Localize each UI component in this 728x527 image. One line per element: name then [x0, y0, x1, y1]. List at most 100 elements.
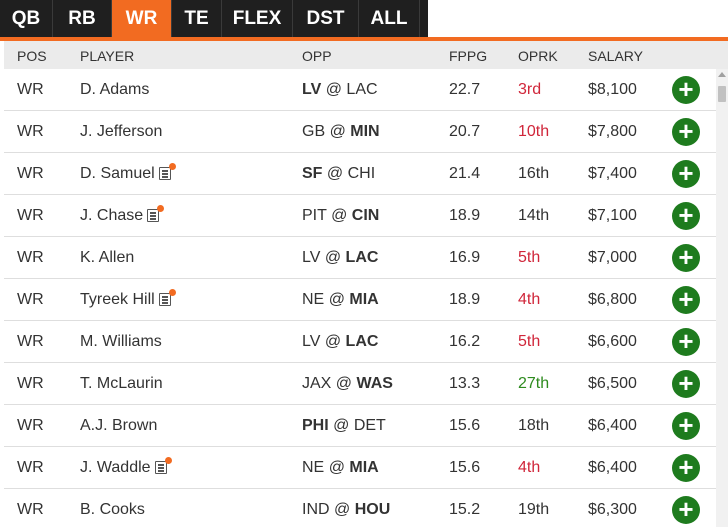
cell-pos: WR [17, 417, 44, 434]
cell-player[interactable]: J. Jefferson [80, 123, 162, 141]
cell-opp: LV @ LAC [302, 249, 378, 267]
plus-circle-icon[interactable]: + [672, 454, 700, 482]
table-header: POS PLAYER OPP FPPG OPRK SALARY [4, 41, 728, 69]
cell-oprk: 4th [518, 291, 541, 308]
scrollbar[interactable] [716, 69, 728, 527]
header-oprk[interactable]: OPRK [518, 48, 558, 64]
player-name[interactable]: A.J. Brown [80, 417, 158, 434]
player-name[interactable]: K. Allen [80, 249, 135, 266]
cell-salary: $6,800 [588, 291, 637, 308]
position-tabs: QB RB WR TE FLEX DST ALL [0, 0, 728, 37]
header-pos[interactable]: POS [17, 48, 47, 64]
table-row[interactable]: WR D. Adams LV @ LAC 22.7 3rd $8,100 + [4, 69, 728, 111]
table-row[interactable]: WR K. Allen LV @ LAC 16.9 5th $7,000 + [4, 237, 728, 279]
scroll-thumb[interactable] [718, 86, 726, 102]
player-name[interactable]: D. Samuel [80, 165, 155, 182]
tab-qb[interactable]: QB [0, 0, 53, 37]
plus-circle-icon[interactable]: + [672, 160, 700, 188]
plus-circle-icon[interactable]: + [672, 76, 700, 104]
header-salary[interactable]: SALARY [588, 48, 643, 64]
home-team: LAC [345, 249, 379, 266]
player-name[interactable]: J. Chase [80, 207, 144, 224]
tab-dst[interactable]: DST [293, 0, 359, 37]
at-symbol: @ [326, 165, 344, 182]
cell-salary: $8,100 [588, 81, 637, 98]
player-name[interactable]: Tyreek Hill [80, 291, 155, 308]
cell-oprk: 27th [518, 375, 550, 392]
plus-circle-icon[interactable]: + [672, 370, 700, 398]
scroll-up-arrow-icon[interactable] [718, 72, 726, 77]
player-name[interactable]: D. Adams [80, 81, 150, 98]
at-symbol: @ [325, 81, 342, 98]
table-row[interactable]: WR A.J. Brown PHI @ DET 15.6 18th $6,400 + [4, 405, 728, 447]
header-opp[interactable]: OPP [302, 48, 332, 64]
cell-player[interactable]: D. Adams [80, 81, 149, 99]
news-alert-dot [157, 205, 165, 212]
cell-player[interactable]: A.J. Brown [80, 417, 157, 435]
away-team: GB [302, 123, 326, 140]
cell-salary: $6,500 [588, 375, 637, 392]
plus-circle-icon[interactable]: + [672, 286, 700, 314]
header-fppg[interactable]: FPPG [449, 48, 488, 64]
table-row[interactable]: WR J. Chase PIT @ CIN 18.9 14th $7,100 + [4, 195, 728, 237]
cell-fppg: 15.6 [449, 417, 481, 434]
away-team: NE [302, 459, 325, 476]
tab-underline [0, 37, 728, 41]
cell-player[interactable]: D. Samuel [80, 163, 176, 183]
plus-circle-icon[interactable]: + [672, 328, 700, 356]
plus-circle-icon[interactable]: + [672, 118, 700, 146]
cell-pos: WR [17, 165, 44, 182]
cell-player[interactable]: B. Cooks [80, 501, 145, 519]
header-player[interactable]: PLAYER [80, 48, 135, 64]
cell-fppg: 15.6 [449, 459, 481, 476]
cell-salary: $7,400 [588, 165, 637, 182]
table-row[interactable]: WR B. Cooks IND @ HOU 15.2 19th $6,300 + [4, 489, 728, 527]
cell-oprk: 4th [518, 459, 541, 476]
tab-flex[interactable]: FLEX [222, 0, 293, 37]
table-row[interactable]: WR J. Jefferson GB @ MIN 20.7 10th $7,800 + [4, 111, 728, 153]
cell-player[interactable]: K. Allen [80, 249, 134, 267]
plus-circle-icon[interactable]: + [672, 496, 700, 524]
plus-circle-icon[interactable]: + [672, 412, 700, 440]
player-table: POS PLAYER OPP FPPG OPRK SALARY WR D. Ada… [4, 41, 728, 527]
away-team: LV [302, 81, 322, 98]
player-name[interactable]: B. Cooks [80, 501, 145, 518]
at-symbol: @ [324, 249, 342, 266]
table-row[interactable]: WR J. Waddle NE @ MIA 15.6 4th $6,400 + [4, 447, 728, 489]
table-row[interactable]: WR Tyreek Hill NE @ MIA 18.9 4th $6,800 + [4, 279, 728, 321]
cell-fppg: 16.2 [449, 333, 481, 350]
tab-te[interactable]: TE [172, 0, 222, 37]
player-name[interactable]: M. Williams [80, 333, 162, 350]
plus-circle-icon[interactable]: + [672, 202, 700, 230]
cell-salary: $7,000 [588, 249, 637, 266]
table-row[interactable]: WR D. Samuel SF @ CHI 21.4 16th $7,400 + [4, 153, 728, 195]
cell-oprk: 10th [518, 123, 550, 140]
player-name[interactable]: T. McLaurin [80, 375, 163, 392]
tab-all[interactable]: ALL [359, 0, 420, 37]
home-team: MIA [349, 459, 379, 476]
plus-circle-icon[interactable]: + [672, 244, 700, 272]
cell-player[interactable]: T. McLaurin [80, 375, 163, 393]
player-name[interactable]: J. Waddle [80, 459, 151, 476]
cell-opp: IND @ HOU [302, 501, 390, 519]
cell-player[interactable]: M. Williams [80, 333, 162, 351]
table-row[interactable]: WR T. McLaurin JAX @ WAS 13.3 27th $6,500 + [4, 363, 728, 405]
at-symbol: @ [333, 417, 350, 434]
cell-oprk: 5th [518, 333, 541, 350]
tab-rb[interactable]: RB [53, 0, 112, 37]
news-document-icon[interactable] [158, 289, 176, 306]
cell-player[interactable]: J. Waddle [80, 457, 172, 477]
news-document-icon[interactable] [147, 205, 165, 222]
cell-fppg: 22.7 [449, 81, 481, 98]
news-document-icon[interactable] [154, 457, 172, 474]
player-name[interactable]: J. Jefferson [80, 123, 163, 140]
cell-player[interactable]: Tyreek Hill [80, 289, 176, 309]
tab-bar-blank [428, 0, 728, 37]
cell-oprk: 14th [518, 207, 550, 224]
news-document-icon[interactable] [158, 163, 176, 180]
table-row[interactable]: WR M. Williams LV @ LAC 16.2 5th $6,600 + [4, 321, 728, 363]
cell-player[interactable]: J. Chase [80, 205, 165, 225]
tab-wr[interactable]: WR [112, 0, 172, 37]
cell-pos: WR [17, 249, 44, 266]
cell-opp: PIT @ CIN [302, 207, 379, 225]
